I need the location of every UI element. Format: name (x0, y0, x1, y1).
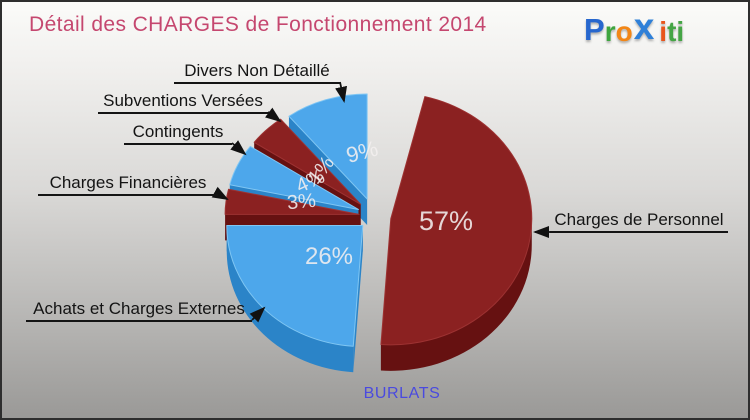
callout-label-personnel: Charges de Personnel (550, 210, 728, 233)
callout-arrow-subventions (265, 107, 282, 123)
callout-label-contingents: Contingents (124, 122, 232, 145)
pie-slice-0-value: 57% (419, 206, 473, 236)
pie: 9%1%4%3%26%57% (224, 93, 533, 373)
callout-label-financieres: Charges Financières (38, 173, 218, 196)
callout-arrows (211, 81, 550, 323)
pie-slice-0 (380, 96, 533, 346)
callout-arrow-divers (335, 81, 348, 103)
chart-title: Détail des CHARGES de Fonctionnement 201… (29, 13, 487, 36)
pie-slice-1-edge-0 (353, 225, 363, 373)
callout-arrow-achats (249, 306, 266, 323)
logo-letter: r (604, 16, 616, 48)
logo-letter: t (667, 16, 677, 48)
logo-letter: i (676, 16, 685, 48)
commune-name: BURLATS (363, 385, 441, 402)
callout-label-subventions: Subventions Versées (98, 91, 268, 114)
pie-slice-3 (229, 145, 359, 210)
callout-label-achats: Achats et Charges Externes (26, 299, 252, 322)
callout-arrow-contingents (230, 140, 247, 156)
logo-letter: x (633, 6, 655, 47)
pie-slice-5 (288, 93, 368, 200)
logo-letter: i (659, 16, 668, 48)
logo-letter: o (615, 16, 633, 48)
pie-slice-0-rim (380, 218, 532, 371)
callout-arrow-financieres (211, 186, 229, 200)
pie-slice-1-value: 26% (305, 243, 353, 270)
pie-slice-1-rim (226, 225, 354, 373)
callout-label-divers: Divers Non Détaillé (174, 61, 340, 84)
pie-slice-2-value: 3% (286, 190, 317, 214)
logo-letter: P (584, 12, 605, 48)
